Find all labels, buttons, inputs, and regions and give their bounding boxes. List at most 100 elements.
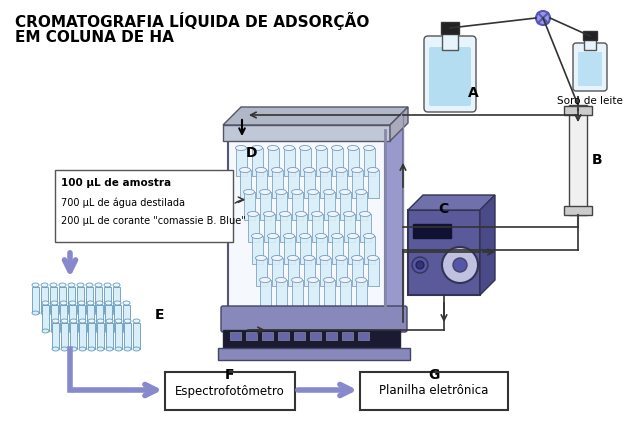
Ellipse shape: [363, 146, 375, 151]
Ellipse shape: [320, 167, 330, 172]
Ellipse shape: [52, 319, 59, 323]
Ellipse shape: [283, 146, 295, 151]
Bar: [276, 280, 287, 308]
Bar: [564, 206, 592, 215]
Ellipse shape: [115, 319, 122, 323]
Text: 200 μL de corante "comassie B. Blue": 200 μL de corante "comassie B. Blue": [61, 216, 246, 226]
Bar: [165, 372, 295, 410]
Ellipse shape: [59, 283, 66, 287]
Ellipse shape: [78, 301, 85, 305]
Ellipse shape: [51, 329, 58, 333]
Bar: [32, 287, 39, 313]
Bar: [50, 287, 57, 313]
Ellipse shape: [323, 277, 335, 282]
Ellipse shape: [96, 329, 103, 333]
Text: D: D: [246, 146, 257, 160]
Ellipse shape: [42, 329, 49, 333]
Bar: [88, 323, 95, 349]
Circle shape: [412, 257, 428, 273]
Ellipse shape: [113, 311, 120, 315]
Bar: [316, 236, 327, 264]
Bar: [223, 330, 400, 348]
Ellipse shape: [68, 311, 75, 315]
Bar: [79, 323, 86, 349]
Ellipse shape: [88, 347, 95, 351]
Bar: [356, 192, 367, 220]
Ellipse shape: [339, 277, 351, 282]
Bar: [252, 148, 263, 176]
Text: G: G: [429, 368, 440, 382]
Ellipse shape: [304, 167, 314, 172]
Ellipse shape: [316, 146, 327, 151]
Bar: [52, 323, 59, 349]
Circle shape: [536, 11, 550, 25]
Ellipse shape: [307, 277, 318, 282]
Bar: [276, 192, 287, 220]
Ellipse shape: [86, 283, 93, 287]
Bar: [441, 22, 459, 34]
Bar: [358, 332, 369, 340]
Bar: [248, 214, 259, 242]
Text: Soro de leite: Soro de leite: [557, 96, 623, 106]
Ellipse shape: [113, 283, 120, 287]
Polygon shape: [390, 107, 408, 141]
Text: CROMATOGRAFIA LÍQUIDA DE ADSORÇÃO: CROMATOGRAFIA LÍQUIDA DE ADSORÇÃO: [15, 12, 370, 30]
Ellipse shape: [356, 277, 366, 282]
Ellipse shape: [259, 277, 271, 282]
Bar: [278, 332, 289, 340]
Polygon shape: [223, 107, 408, 125]
Ellipse shape: [79, 319, 86, 323]
Text: B: B: [592, 153, 603, 167]
Ellipse shape: [328, 211, 339, 217]
Bar: [308, 280, 319, 308]
Ellipse shape: [87, 301, 94, 305]
Bar: [300, 148, 311, 176]
Ellipse shape: [347, 234, 358, 238]
Bar: [348, 148, 359, 176]
Circle shape: [416, 261, 424, 269]
Bar: [252, 236, 263, 264]
Ellipse shape: [307, 190, 318, 194]
Bar: [364, 236, 375, 264]
Bar: [284, 236, 295, 264]
Ellipse shape: [114, 301, 121, 305]
Ellipse shape: [52, 347, 59, 351]
FancyBboxPatch shape: [578, 52, 602, 86]
Text: 700 μL de água destilada: 700 μL de água destilada: [61, 197, 185, 208]
Bar: [106, 323, 113, 349]
Bar: [320, 258, 331, 286]
Text: Planilha eletrônica: Planilha eletrônica: [379, 384, 489, 398]
Bar: [356, 280, 367, 308]
Bar: [246, 332, 257, 340]
Ellipse shape: [276, 190, 287, 194]
Bar: [280, 214, 291, 242]
Bar: [360, 214, 371, 242]
Ellipse shape: [316, 234, 327, 238]
Bar: [340, 192, 351, 220]
Ellipse shape: [61, 347, 68, 351]
Ellipse shape: [97, 319, 104, 323]
Bar: [77, 287, 84, 313]
Ellipse shape: [133, 347, 140, 351]
Ellipse shape: [104, 283, 111, 287]
Ellipse shape: [70, 319, 77, 323]
Bar: [352, 258, 363, 286]
Polygon shape: [408, 195, 495, 210]
Bar: [320, 170, 331, 198]
Bar: [256, 258, 267, 286]
Polygon shape: [385, 112, 403, 322]
Text: EM COLUNA DE HA: EM COLUNA DE HA: [15, 30, 174, 45]
Ellipse shape: [287, 167, 299, 172]
Bar: [115, 323, 122, 349]
Ellipse shape: [124, 319, 131, 323]
Ellipse shape: [295, 211, 306, 217]
Ellipse shape: [332, 146, 342, 151]
Ellipse shape: [271, 256, 283, 261]
Ellipse shape: [351, 167, 363, 172]
Bar: [316, 148, 327, 176]
Ellipse shape: [70, 347, 77, 351]
Bar: [348, 236, 359, 264]
Bar: [442, 28, 458, 50]
Ellipse shape: [311, 211, 323, 217]
Ellipse shape: [256, 167, 266, 172]
